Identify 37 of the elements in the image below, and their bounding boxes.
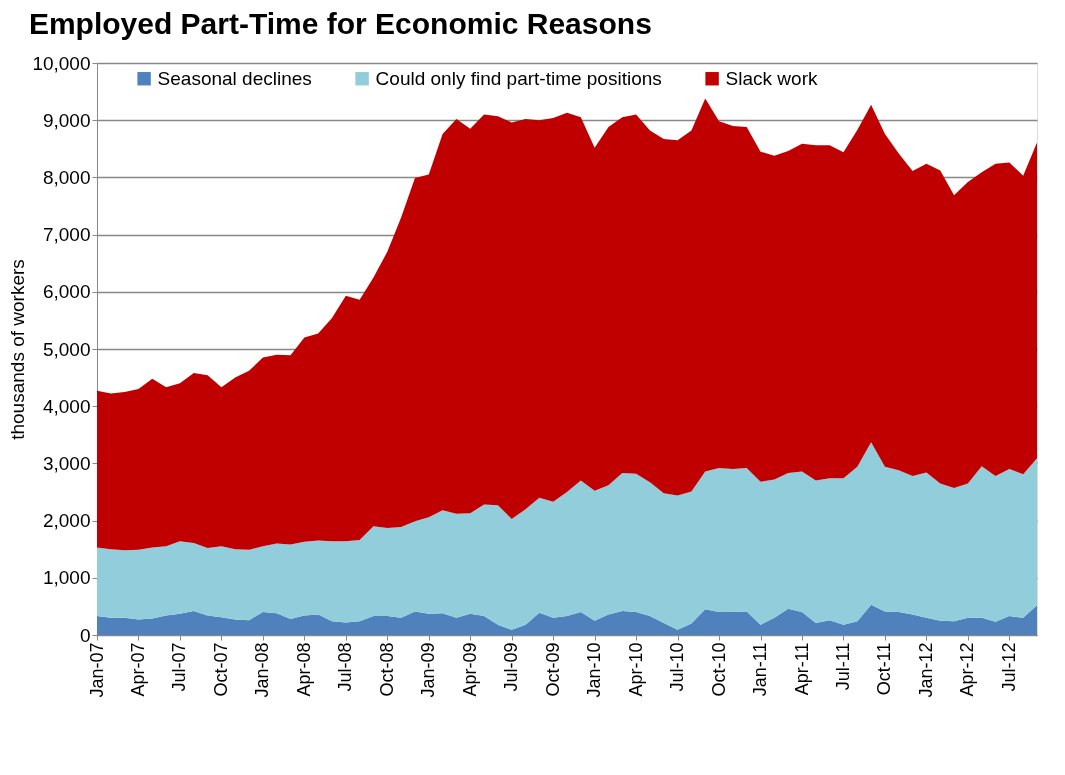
x-tick-label: Oct-10 xyxy=(708,642,729,697)
chart-title: Employed Part-Time for Economic Reasons xyxy=(28,7,652,40)
x-tick-label: Jul-10 xyxy=(667,642,688,692)
x-tick-label: Jan-10 xyxy=(584,642,605,698)
x-tick-label: Jul-08 xyxy=(335,642,356,692)
y-tick-label: 9,000 xyxy=(42,109,91,131)
y-axis-title: thousands of workers xyxy=(7,259,29,440)
y-tick-label: 8,000 xyxy=(42,166,91,188)
y-tick-label: 7,000 xyxy=(42,224,91,246)
x-tick-label: Jul-11 xyxy=(832,642,853,691)
x-tick-label: Jul-12 xyxy=(998,642,1019,692)
x-tick-label: Oct-08 xyxy=(376,642,397,697)
x-tick-label: Jan-12 xyxy=(915,642,936,698)
x-tick-label: Apr-08 xyxy=(293,642,314,697)
x-tick-label: Apr-10 xyxy=(625,642,646,697)
legend-label: Seasonal declines xyxy=(157,67,312,89)
x-tick-label: Apr-12 xyxy=(957,642,978,697)
y-tick-label: 1,000 xyxy=(42,567,91,589)
x-tick-label: Apr-09 xyxy=(459,642,480,697)
x-tick-label: Oct-11 xyxy=(874,642,895,696)
y-tick-label: 3,000 xyxy=(42,452,91,474)
legend-label: Could only find part-time positions xyxy=(375,67,662,89)
y-tick-label: 4,000 xyxy=(42,395,91,417)
x-tick-label: Jul-07 xyxy=(169,642,190,692)
y-tick-label: 2,000 xyxy=(42,510,91,532)
x-tick-label: Apr-07 xyxy=(127,642,148,697)
x-tick-label: Jan-08 xyxy=(252,642,273,698)
x-tick-label: Oct-09 xyxy=(542,642,563,697)
x-tick-label: Jan-11 xyxy=(750,642,771,697)
x-tick-label: Jul-09 xyxy=(501,642,522,692)
x-tick-label: Oct-07 xyxy=(210,642,231,697)
y-tick-label: 6,000 xyxy=(42,281,91,303)
x-tick-label: Apr-11 xyxy=(791,642,812,696)
x-tick-label: Jan-09 xyxy=(418,642,439,698)
legend-label: Slack work xyxy=(725,67,818,89)
y-tick-label: 10,000 xyxy=(32,52,91,74)
y-tick-label: 5,000 xyxy=(42,338,91,360)
